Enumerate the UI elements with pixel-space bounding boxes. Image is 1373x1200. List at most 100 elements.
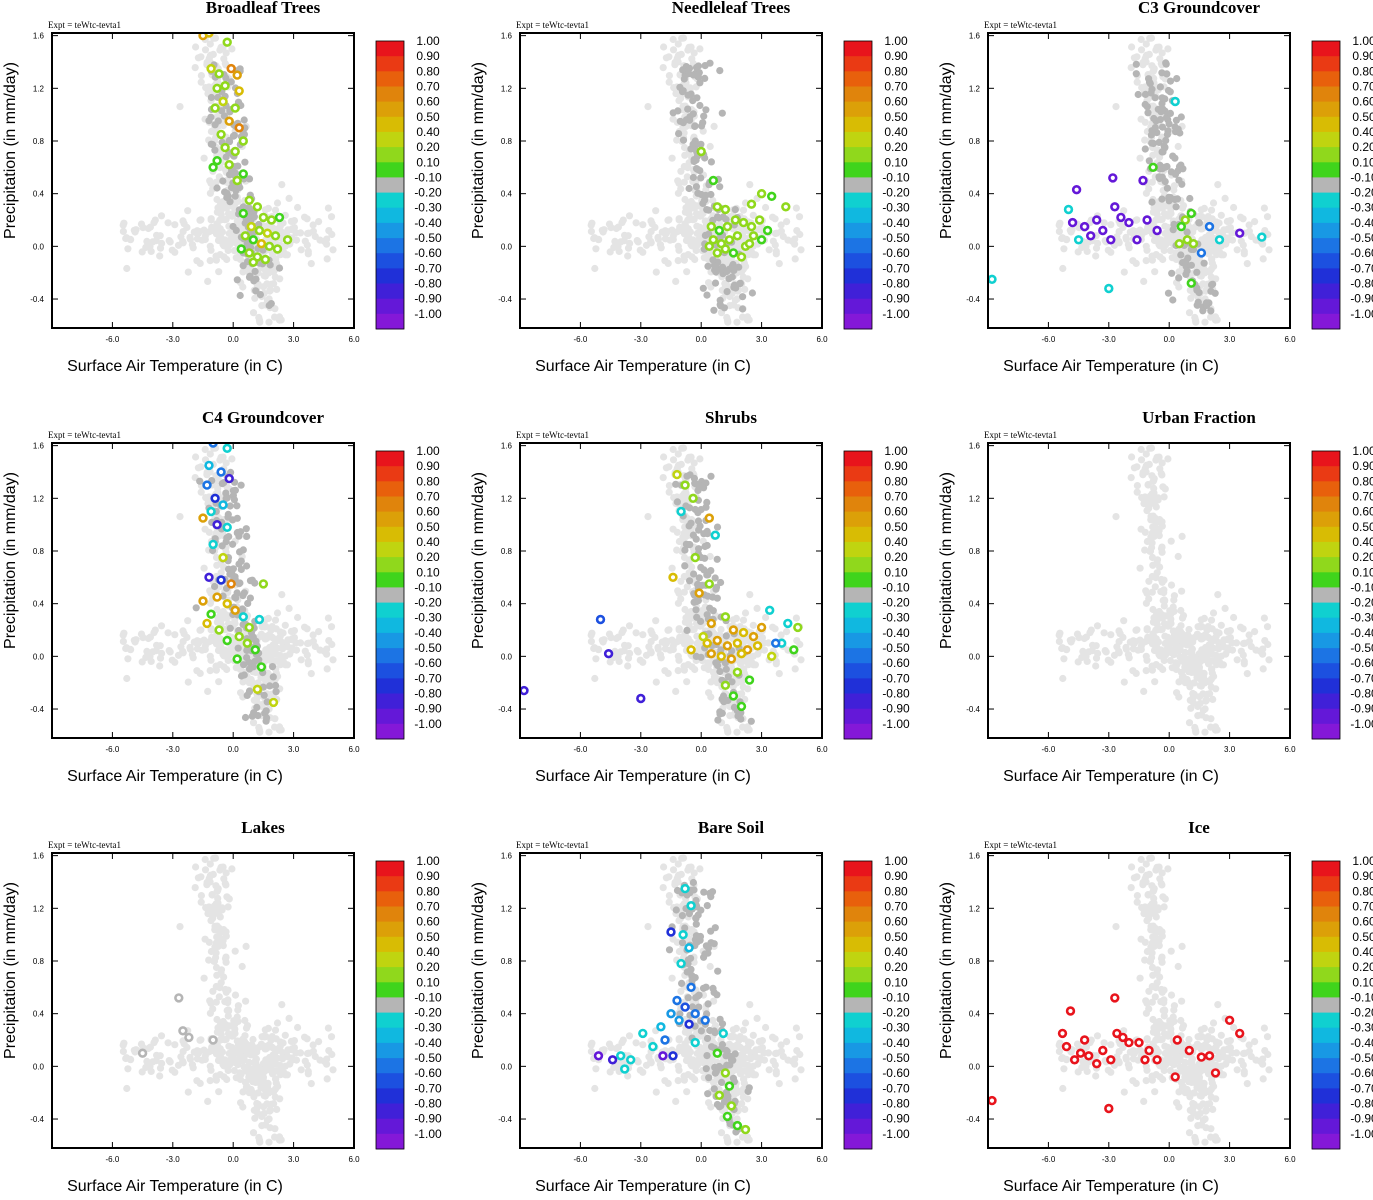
x-tick-label: 0.0 [696, 745, 708, 754]
data-point [746, 199, 757, 209]
neutral-point [207, 93, 215, 102]
background-point [1157, 236, 1165, 244]
background-point [204, 687, 212, 696]
colorbar-label: 0.40 [884, 535, 908, 549]
background-point [636, 246, 644, 254]
data-point [1257, 232, 1267, 242]
data-point [1108, 173, 1118, 183]
background-point [266, 286, 274, 295]
colorbar-swatch [1312, 147, 1340, 163]
background-point [1164, 622, 1172, 630]
background-point [127, 1056, 135, 1064]
background-point [220, 973, 228, 981]
background-point [1240, 247, 1248, 255]
panel-title: Broadleaf Trees [206, 0, 321, 17]
panel-title: C4 Groundcover [202, 408, 324, 427]
neutral-point [701, 74, 709, 82]
data-point [222, 635, 232, 646]
colorbar-swatch [1312, 207, 1340, 224]
data-point [706, 221, 716, 232]
background-point [1088, 647, 1096, 655]
background-point [783, 218, 791, 226]
colorbar-swatch [376, 1042, 404, 1059]
colorbar-swatch [844, 526, 872, 543]
data-point [736, 648, 747, 659]
y-tick-label: 0.4 [33, 600, 45, 609]
neutral-point [681, 562, 689, 570]
colorbar-label: 0.50 [416, 520, 440, 534]
colorbar-swatch [376, 678, 404, 694]
background-point [652, 617, 660, 625]
background-point [741, 285, 749, 293]
background-point [207, 589, 215, 597]
background-point [1066, 226, 1074, 234]
background-point [222, 869, 230, 877]
background-point [1138, 84, 1146, 92]
background-point [279, 1055, 287, 1063]
background-point [278, 1001, 286, 1009]
background-point [669, 35, 677, 44]
data-point [694, 588, 704, 598]
points-layer [119, 33, 337, 326]
data-point [714, 225, 724, 236]
background-point [704, 659, 712, 667]
background-point [304, 247, 312, 255]
background-point [664, 638, 672, 646]
background-point [736, 660, 745, 668]
background-point [196, 228, 204, 236]
background-point [292, 1049, 300, 1057]
colorbar-swatch [844, 116, 872, 133]
background-point [605, 630, 614, 638]
data-point [272, 244, 283, 254]
colorbar-label: -0.80 [414, 277, 442, 291]
background-point [219, 937, 227, 945]
background-point [309, 1041, 317, 1049]
colorbar-swatch [1312, 557, 1340, 573]
data-point [728, 248, 739, 258]
data-point [756, 189, 767, 199]
background-point [614, 223, 623, 231]
colorbar-label: 0.40 [1352, 125, 1373, 139]
background-point [324, 204, 332, 212]
colorbar-label: 0.10 [884, 565, 908, 579]
background-point [130, 1046, 138, 1054]
neutral-point [707, 158, 716, 166]
background-point [146, 1043, 154, 1051]
data-point [1148, 162, 1158, 173]
background-point [304, 657, 312, 666]
background-point [1092, 662, 1100, 670]
colorbar-label: 0.70 [1352, 80, 1373, 94]
background-point [1212, 651, 1220, 659]
background-point [1063, 236, 1071, 244]
colorbar-label: 0.70 [884, 490, 908, 504]
neutral-point [1177, 251, 1185, 259]
background-point [632, 219, 640, 227]
background-point [273, 199, 282, 207]
background-point [221, 879, 229, 888]
background-point [276, 651, 284, 659]
background-point [1187, 648, 1195, 656]
colorbar-swatch [376, 951, 404, 968]
background-point [677, 50, 685, 59]
background-point [238, 962, 246, 971]
colorbar-label: -1.00 [882, 307, 910, 321]
neutral-point [239, 262, 247, 270]
background-point [222, 459, 230, 467]
colorbar-swatch [1312, 116, 1340, 133]
neutral-point [218, 107, 226, 115]
background-point [1263, 623, 1272, 631]
colorbar-swatch [1312, 526, 1340, 543]
y-tick-label: 1.6 [501, 32, 513, 41]
colorbar-swatch [376, 313, 404, 330]
background-point [1130, 464, 1138, 472]
background-point [283, 251, 291, 259]
data-point [736, 252, 747, 262]
background-point [323, 255, 331, 263]
background-point [206, 40, 214, 48]
background-point [225, 1042, 233, 1050]
colorbar-swatch [1312, 708, 1340, 725]
data-point [668, 572, 678, 582]
data-point [238, 169, 249, 179]
neutral-point [237, 481, 245, 489]
background-point [661, 235, 670, 243]
